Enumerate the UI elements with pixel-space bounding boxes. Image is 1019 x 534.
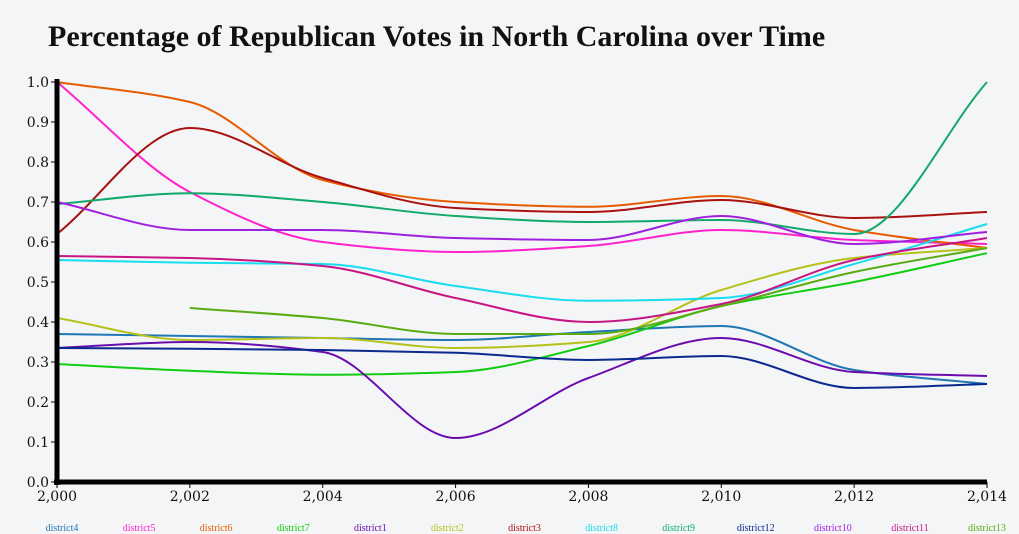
legend-item-district1: district1 (354, 523, 387, 534)
legend-item-district5: district5 (123, 523, 156, 534)
series-line-district11 (56, 237, 988, 324)
x-tick-label: 2,014 (967, 489, 1007, 505)
series-line-district8 (56, 223, 988, 302)
series-line-district6 (56, 81, 988, 249)
series-line-district3 (56, 126, 988, 235)
y-tick-label: 0.7 (27, 195, 49, 211)
legend-item-district9: district9 (662, 523, 695, 534)
legend-item-district6: district6 (200, 523, 233, 534)
y-tick-label: 0.2 (27, 395, 49, 411)
series-line-district10 (56, 201, 988, 246)
legend-item-district10: district10 (814, 523, 852, 534)
x-tick-label: 2,012 (834, 489, 874, 505)
y-tick-label: 0.6 (27, 235, 49, 251)
y-tick-label: 0.4 (27, 315, 49, 331)
x-tick-label: 2,000 (37, 489, 77, 505)
x-tick-label: 2,010 (701, 489, 741, 505)
y-tick-label: 0.5 (27, 275, 49, 291)
x-tick-label: 2,008 (568, 489, 608, 505)
chart-title: Percentage of Republican Votes in North … (48, 20, 826, 53)
legend-item-district12: district12 (737, 523, 775, 534)
series-line-district2 (56, 247, 988, 350)
series-line-district4 (56, 324, 988, 385)
series-line-district1 (56, 336, 988, 440)
legend: district4 district5 district6 district7 dist… (46, 523, 1006, 534)
y-tick-label: 0.1 (27, 435, 49, 451)
x-tick-label: 2,004 (303, 489, 343, 505)
y-tick-label: 0.3 (27, 355, 49, 371)
x-tick-label: 2,002 (170, 489, 210, 505)
legend-item-district3: district3 (508, 523, 541, 534)
series-line-district5 (56, 81, 988, 254)
series-layer (56, 81, 988, 440)
x-tick-label: 2,006 (436, 489, 476, 505)
legend-item-district4: district4 (46, 523, 79, 534)
y-tick-label: 1.0 (27, 75, 49, 91)
series-line-district9 (56, 81, 988, 236)
legend-item-district2: district2 (431, 523, 464, 534)
series-line-district12 (56, 347, 988, 390)
y-tick-label: 0.9 (27, 115, 49, 131)
y-tick-label: 0.0 (27, 475, 49, 491)
axis-layer: 0.0 0.1 0.2 0.3 0.4 0.5 0.6 0.7 0.8 0.9 1.0 2,000 2,… (27, 75, 1007, 505)
legend-item-district11: district11 (891, 523, 928, 534)
legend-item-district7: district7 (277, 523, 310, 534)
y-tick-label: 0.8 (27, 155, 49, 171)
series-line-district7 (56, 252, 988, 376)
legend-item-district8: district8 (585, 523, 618, 534)
legend-item-district13: district13 (968, 523, 1006, 534)
series-line-district13 (189, 247, 988, 336)
